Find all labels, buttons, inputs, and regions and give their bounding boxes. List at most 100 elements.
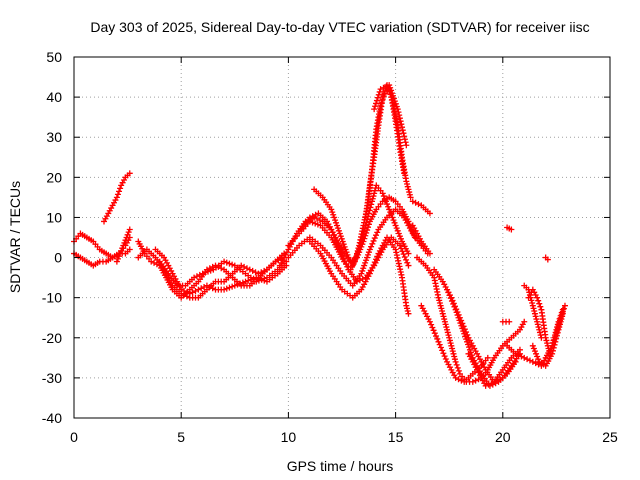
data-point (340, 241, 347, 248)
data-point (553, 332, 560, 339)
data-point (330, 211, 337, 218)
data-point (524, 356, 531, 363)
data-point (329, 229, 336, 236)
data-point (557, 318, 564, 325)
data-point (359, 275, 366, 282)
y-tick-label: -10 (42, 290, 62, 306)
data-point (126, 246, 133, 253)
data-point (341, 243, 348, 250)
data-point (403, 178, 410, 185)
data-point (368, 243, 375, 250)
data-point (396, 112, 403, 119)
data-point (454, 312, 461, 319)
data-point (559, 313, 566, 320)
data-point (475, 376, 482, 383)
data-point (372, 100, 379, 107)
data-point (449, 348, 456, 355)
data-point (336, 246, 343, 253)
data-point (533, 316, 540, 323)
data-point (113, 258, 120, 265)
data-point (374, 229, 381, 236)
series-track-6 (135, 246, 288, 301)
data-point (360, 265, 367, 272)
data-point (394, 106, 401, 113)
data-point (406, 221, 413, 228)
data-point (253, 274, 260, 281)
data-point (529, 358, 536, 365)
data-point (328, 226, 335, 233)
data-point (229, 261, 236, 268)
data-point (444, 329, 451, 336)
data-point (426, 250, 433, 257)
data-point (333, 237, 340, 244)
data-point (199, 270, 206, 277)
data-point (456, 317, 463, 324)
data-point (397, 118, 404, 125)
data-point (469, 378, 476, 385)
data-point (186, 290, 193, 297)
data-point (395, 230, 402, 237)
data-point (446, 337, 453, 344)
data-point (388, 87, 395, 94)
data-point (206, 283, 213, 290)
data-point (373, 97, 380, 104)
data-point (527, 294, 534, 301)
data-point (313, 215, 320, 222)
data-point (401, 253, 408, 260)
data-point (193, 273, 200, 280)
data-point (393, 225, 400, 232)
data-point (361, 262, 368, 269)
data-point (261, 267, 268, 274)
data-point (114, 191, 121, 198)
data-point (543, 337, 550, 344)
series-track-29 (504, 224, 515, 233)
data-point (529, 342, 536, 349)
data-point (344, 263, 351, 270)
data-point (518, 353, 525, 360)
data-point (428, 321, 435, 328)
data-point (534, 321, 541, 328)
data-point (365, 224, 372, 231)
data-point (333, 219, 340, 226)
data-point (393, 103, 400, 110)
data-point (549, 350, 556, 357)
data-point (116, 253, 123, 260)
data-point (400, 251, 407, 258)
data-point (242, 278, 249, 285)
data-point (448, 298, 455, 305)
y-tick-label: 20 (46, 169, 62, 185)
data-point (338, 235, 345, 242)
x-tick-label: 20 (495, 429, 511, 445)
data-point (383, 83, 390, 90)
data-point (386, 206, 393, 213)
data-point (234, 281, 241, 288)
data-point (394, 227, 401, 234)
data-point (440, 313, 447, 320)
data-point (554, 329, 561, 336)
x-tick-label: 0 (70, 429, 78, 445)
data-point (364, 251, 371, 258)
data-point (357, 246, 364, 253)
data-point (221, 258, 228, 265)
data-point (532, 313, 539, 320)
data-point (441, 353, 448, 360)
y-tick-label: -20 (42, 330, 62, 346)
data-point (558, 316, 565, 323)
data-point (435, 338, 442, 345)
data-point (365, 249, 372, 256)
data-point (530, 345, 537, 352)
data-point (119, 245, 126, 252)
data-point (191, 274, 198, 281)
data-point (331, 235, 338, 242)
series-track-28 (529, 310, 566, 369)
data-point (455, 376, 462, 383)
data-point (555, 326, 562, 333)
data-point (371, 187, 378, 194)
data-point (209, 263, 216, 270)
data-point (404, 305, 411, 312)
data-point (484, 354, 491, 361)
data-point (396, 233, 403, 240)
data-point (442, 355, 449, 362)
data-point (512, 358, 519, 365)
data-point (529, 300, 536, 307)
